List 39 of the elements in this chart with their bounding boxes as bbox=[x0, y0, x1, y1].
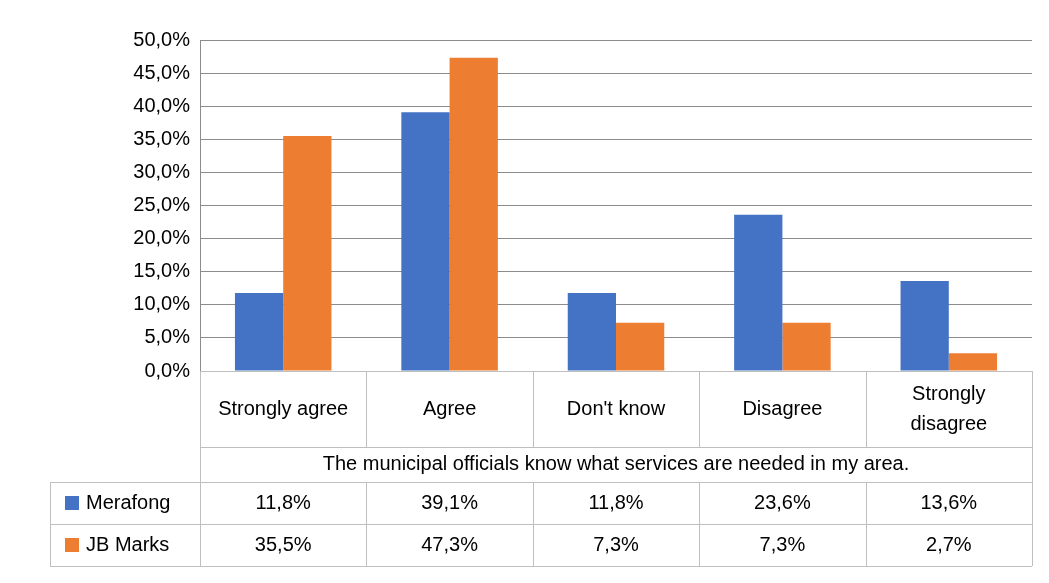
y-tick-label: 50,0% bbox=[133, 27, 191, 50]
data-label: 7,3% bbox=[759, 532, 806, 555]
legend-label: Merafong bbox=[86, 490, 171, 513]
y-tick-label: 5,0% bbox=[144, 325, 191, 348]
bar bbox=[616, 322, 665, 371]
y-tick-label: 15,0% bbox=[133, 259, 191, 282]
y-tick-label: 40,0% bbox=[133, 93, 191, 116]
bar bbox=[283, 135, 332, 371]
legend-label: JB Marks bbox=[86, 532, 170, 555]
data-label: 2,7% bbox=[926, 532, 972, 555]
data-label: 11,8% bbox=[588, 490, 644, 513]
x-tick-label: Agree bbox=[422, 396, 477, 419]
bar bbox=[449, 57, 498, 371]
y-tick-label: 0,0% bbox=[144, 358, 191, 381]
y-tick-label: 10,0% bbox=[133, 292, 191, 315]
x-axis-title: The municipal officials know what services are needed in my area. bbox=[322, 452, 910, 475]
bar bbox=[234, 292, 284, 371]
y-tick-label: 20,0% bbox=[133, 226, 191, 249]
y-tick-label: 30,0% bbox=[133, 159, 191, 182]
data-label: 7,3% bbox=[593, 532, 640, 555]
y-tick-label: 45,0% bbox=[133, 60, 191, 83]
data-label: 35,5% bbox=[254, 532, 312, 555]
bar bbox=[401, 112, 450, 371]
data-label: 11,8% bbox=[255, 490, 312, 513]
bar bbox=[782, 322, 831, 371]
bar bbox=[948, 353, 998, 371]
data-label: 47,3% bbox=[421, 532, 479, 555]
data-label: 13,6% bbox=[920, 490, 978, 513]
bar bbox=[567, 292, 616, 371]
data-label: 39,1% bbox=[421, 490, 479, 513]
x-tick-label: Strongly agree bbox=[218, 396, 349, 419]
bar bbox=[734, 214, 783, 371]
y-tick-label: 35,0% bbox=[133, 126, 191, 149]
data-label: 23,6% bbox=[754, 490, 811, 513]
y-tick-label: 25,0% bbox=[133, 193, 191, 216]
x-tick-label: Don't know bbox=[566, 396, 666, 419]
x-tick-label: Strongly disagree bbox=[910, 381, 988, 434]
bar bbox=[900, 280, 949, 371]
x-tick-label: Disagree bbox=[742, 396, 823, 419]
